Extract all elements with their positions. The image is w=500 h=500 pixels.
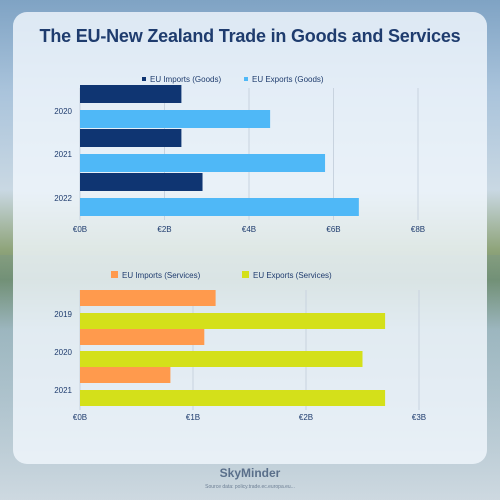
category-label: 2022 [54, 194, 72, 203]
legend-label: EU Imports (Services) [122, 271, 201, 280]
legend-swatch [244, 77, 248, 81]
x-tick-label: €0B [73, 225, 87, 234]
legend-label: EU Exports (Services) [253, 271, 332, 280]
x-tick-label: €3B [412, 413, 426, 422]
category-label: 2020 [54, 348, 72, 357]
bar [80, 110, 271, 128]
source-note: Source data: policy.trade.ec.europa.eu..… [205, 484, 295, 490]
category-label: 2021 [54, 150, 72, 159]
bar [80, 367, 171, 383]
x-tick-label: €1B [186, 413, 200, 422]
x-tick-label: €2B [299, 413, 313, 422]
category-label: 2021 [54, 386, 72, 395]
x-tick-label: €8B [411, 225, 425, 234]
x-tick-label: €0B [73, 413, 87, 422]
legend-label: EU Exports (Goods) [252, 75, 324, 84]
legend-swatch [142, 77, 146, 81]
legend-swatch [111, 271, 118, 278]
bar [80, 313, 386, 329]
bar [80, 329, 205, 345]
bar [80, 173, 203, 191]
x-tick-label: €6B [326, 225, 340, 234]
bar [80, 351, 363, 367]
bar [80, 154, 326, 172]
legend-label: EU Imports (Goods) [150, 75, 221, 84]
category-label: 2019 [54, 310, 72, 319]
chart-title: The EU-New Zealand Trade in Goods and Se… [39, 26, 461, 46]
bar [80, 290, 216, 306]
x-tick-label: €2B [157, 225, 171, 234]
x-tick-label: €4B [242, 225, 256, 234]
legend-swatch [242, 271, 249, 278]
brand-logo: SkyMinder [219, 466, 281, 480]
bar [80, 198, 359, 216]
category-label: 2020 [54, 107, 72, 116]
bar [80, 390, 386, 406]
bar [80, 129, 182, 147]
bar [80, 85, 182, 103]
